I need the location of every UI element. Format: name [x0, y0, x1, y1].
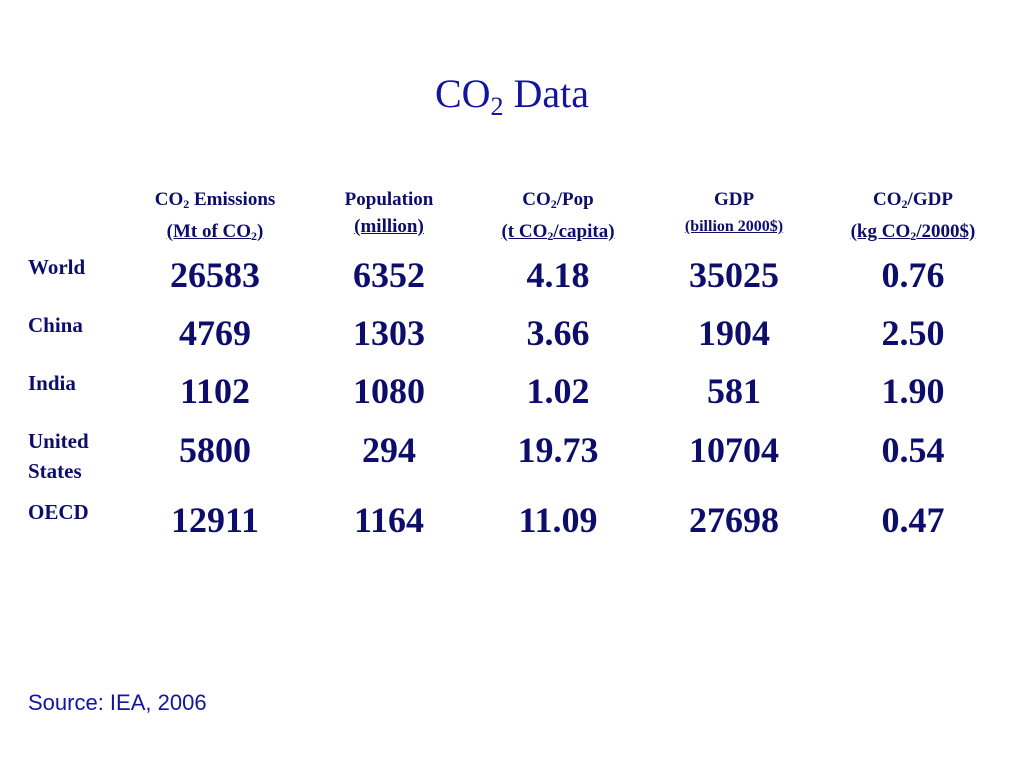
header-population: Population (million)	[344, 189, 434, 237]
cell-us-population: 294	[362, 430, 416, 470]
header-gdp: GDP (billion 2000$)	[684, 189, 784, 235]
cell-us-co2-gdp: 0.54	[881, 430, 945, 470]
cell-us-co2-pop: 19.73	[517, 430, 599, 470]
cell-china-co2-gdp: 2.50	[881, 313, 945, 353]
cell-oecd-co2: 12911	[170, 500, 259, 540]
source-note: Source: IEA, 2006	[28, 690, 207, 715]
cell-world-population: 6352	[353, 255, 425, 295]
cell-china-population: 1303	[353, 313, 425, 353]
cell-india-gdp: 581	[707, 371, 761, 411]
cell-world-co2-gdp: 0.76	[881, 255, 945, 295]
row-label-united-states: United States	[28, 429, 89, 483]
cell-india-population: 1080	[353, 371, 425, 411]
cell-china-gdp: 1904	[698, 313, 770, 353]
row-label-world: World	[28, 255, 86, 279]
cell-oecd-co2-gdp: 0.47	[881, 500, 945, 540]
row-label-oecd: OECD	[28, 500, 89, 524]
cell-oecd-gdp: 27698	[689, 500, 779, 540]
row-label-india: India	[28, 371, 76, 395]
cell-world-co2-pop: 4.18	[526, 255, 590, 295]
cell-china-co2-pop: 3.66	[526, 313, 590, 353]
cell-india-co2-pop: 1.02	[526, 371, 590, 411]
header-co2-emissions: CO2 Emissions (Mt of CO2)	[154, 189, 276, 243]
header-co2-per-pop: CO2/Pop (t CO2/capita)	[501, 189, 615, 243]
cell-world-co2: 26583	[170, 255, 260, 295]
row-label-china: China	[28, 313, 83, 337]
cell-india-co2: 1102	[179, 371, 250, 411]
cell-us-co2: 5800	[179, 430, 251, 470]
page-title: CO2 Data	[434, 71, 590, 121]
cell-china-co2: 4769	[179, 313, 251, 353]
cell-india-co2-gdp: 1.90	[881, 371, 945, 411]
header-co2-per-gdp: CO2/GDP (kg CO2/2000$)	[850, 189, 976, 243]
cell-us-gdp: 10704	[689, 430, 779, 470]
cell-world-gdp: 35025	[689, 255, 779, 295]
cell-oecd-population: 1164	[353, 500, 424, 540]
cell-oecd-co2-pop: 11.09	[518, 500, 598, 540]
